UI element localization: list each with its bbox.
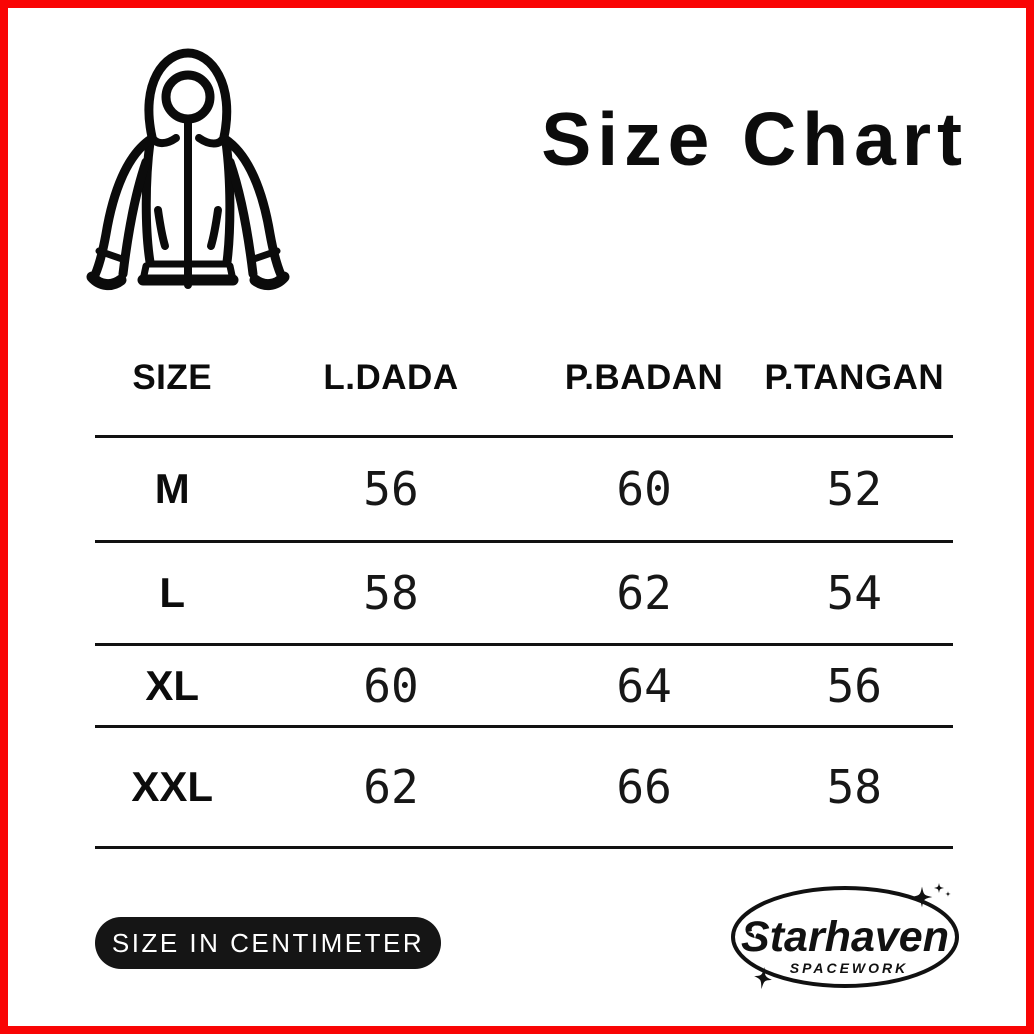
length-value: 64 [616, 658, 672, 713]
starhaven-logo: Starhaven SPACEWORK [731, 883, 959, 990]
size-table: SIZE L.DADA P.BADAN P.TANGAN M 56 60 52 … [95, 338, 953, 849]
star-icon [754, 966, 772, 990]
star-icon [747, 924, 763, 940]
chest-value: 60 [363, 658, 419, 713]
table-row-l: L 58 62 54 [95, 543, 953, 646]
table-row-m: M 56 60 52 [95, 438, 953, 543]
logo-sub-text: SPACEWORK [790, 960, 909, 976]
size-label: XXL [131, 763, 214, 810]
chest-value: 56 [363, 462, 419, 516]
chest-value: 58 [363, 566, 419, 620]
sleeve-value: 52 [826, 462, 882, 516]
length-value: 60 [616, 462, 672, 516]
star-icon [945, 891, 951, 897]
logo-brand-text: Starhaven [741, 913, 949, 961]
length-value: 62 [616, 566, 672, 620]
table-row-xl: XL 60 64 56 [95, 646, 953, 728]
size-label: M [154, 465, 190, 512]
column-header-ptangan: P.TANGAN [764, 358, 945, 397]
unit-badge: SIZE IN CENTIMETER [95, 917, 441, 969]
column-header-size: SIZE [132, 358, 213, 397]
column-header-pbadan: P.BADAN [564, 358, 724, 397]
unit-badge-label: SIZE IN CENTIMETER [111, 927, 425, 958]
size-label: XL [145, 661, 200, 709]
logo-oval [731, 886, 959, 988]
sleeve-value: 54 [826, 566, 882, 620]
sleeve-value: 56 [826, 658, 882, 713]
hoodie-icon [86, 48, 290, 290]
sleeve-value: 58 [826, 760, 882, 814]
column-header-ldada: L.DADA [323, 358, 459, 397]
table-header-row: SIZE L.DADA P.BADAN P.TANGAN [95, 338, 953, 438]
star-icon [911, 886, 933, 908]
length-value: 66 [616, 760, 672, 814]
page-title: Size Chart [541, 97, 968, 181]
table-row-xxl: XXL 62 66 58 [95, 728, 953, 849]
size-label: L [159, 569, 186, 616]
chest-value: 62 [363, 760, 419, 814]
star-icon [934, 883, 944, 893]
